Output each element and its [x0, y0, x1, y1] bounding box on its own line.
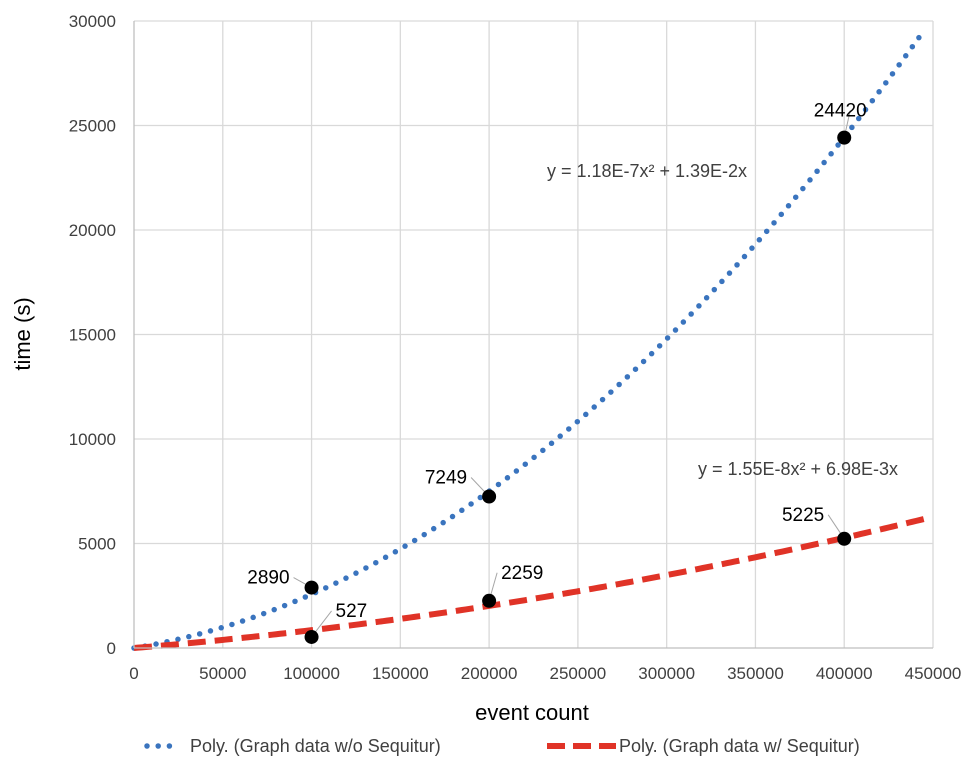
data-label: 2890 [247, 568, 289, 589]
data-label: 5225 [782, 505, 824, 526]
trendlines [131, 27, 927, 651]
data-point [837, 130, 852, 145]
label-leader-lines [293, 110, 851, 638]
data-point [837, 531, 852, 546]
y-tick-label: 5000 [78, 535, 116, 554]
trendline-0 [131, 27, 927, 651]
data-point [304, 629, 319, 644]
data-label: 24420 [814, 101, 867, 122]
x-tick-label: 50000 [199, 664, 246, 683]
data-labels: 2890 7249 24420 527 2259 5225 [247, 101, 866, 622]
x-tick-label: 400000 [816, 664, 873, 683]
trendline-equation: y = 1.18E-7x² + 1.39E-2x [547, 161, 747, 181]
x-tick-label: 150000 [372, 664, 429, 683]
legend-label: Poly. (Graph data w/o Sequitur) [190, 736, 441, 756]
x-tick-label: 250000 [550, 664, 607, 683]
trendline-equations: y = 1.18E-7x² + 1.39E-2x y = 1.55E-8x² + … [547, 161, 898, 479]
legend: Poly. (Graph data w/o Sequitur) Poly. (Gr… [144, 736, 860, 756]
y-tick-label: 15000 [69, 326, 116, 345]
trendline-equation: y = 1.55E-8x² + 6.98E-3x [698, 459, 898, 479]
data-label: 527 [336, 601, 368, 622]
data-point [482, 489, 497, 504]
x-tick-label: 350000 [727, 664, 784, 683]
y-tick-label: 10000 [69, 430, 116, 449]
x-tick-label: 300000 [638, 664, 695, 683]
data-label: 2259 [501, 563, 543, 584]
data-point [482, 593, 497, 608]
y-tick-label: 30000 [69, 12, 116, 31]
x-tick-label: 100000 [283, 664, 340, 683]
x-tick-label: 450000 [905, 664, 962, 683]
x-tick-label: 200000 [461, 664, 518, 683]
axes: 0 50000 100000 150000 200000 250000 300000 3500… [69, 12, 962, 683]
y-tick-label: 0 [107, 639, 116, 658]
y-axis-title: time (s) [10, 297, 35, 370]
y-tick-label: 25000 [69, 117, 116, 136]
data-label: 7249 [425, 467, 467, 488]
y-tick-label: 20000 [69, 221, 116, 240]
x-tick-label: 0 [129, 664, 138, 683]
legend-label: Poly. (Graph data w/ Sequitur) [619, 736, 860, 756]
data-points [304, 130, 852, 644]
grid [134, 20, 934, 648]
x-axis-title: event count [475, 700, 589, 725]
data-point [304, 580, 319, 595]
